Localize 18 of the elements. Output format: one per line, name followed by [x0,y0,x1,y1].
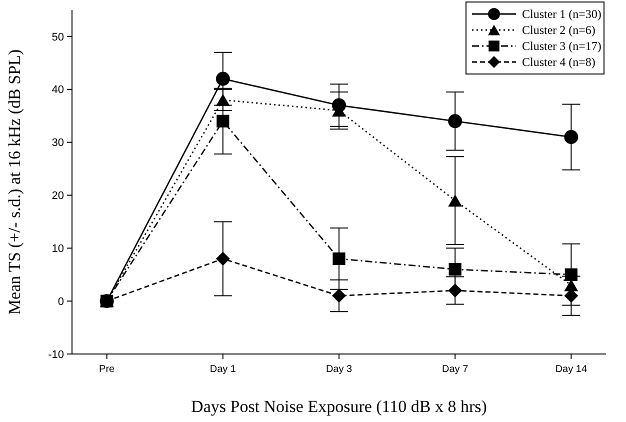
y-tick-label: 0 [58,296,64,308]
legend-label: Cluster 1 (n=30) [522,7,602,22]
x-axis-title: Days Post Noise Exposure (110 dB x 8 hrs) [191,397,487,416]
x-tick-label: Day 3 [326,364,352,375]
legend-label: Cluster 3 (n=17) [522,39,602,54]
x-tick-label: Day 7 [442,364,469,375]
y-tick-label: 40 [52,84,64,96]
y-tick-label: 50 [52,31,64,44]
x-tick-label: Day 1 [210,364,236,375]
legend-label: Cluster 4 (n=8) [522,55,596,70]
y-tick-label: 10 [52,243,64,256]
y-axis-title: Mean TS (+/- s.d.) at 16 kHz (dB SPL) [5,49,24,315]
y-tick-label: -10 [48,348,64,361]
legend-label: Cluster 2 (n=6) [522,23,596,38]
y-tick-label: 30 [52,137,64,150]
y-tick-label: 20 [52,190,64,202]
x-tick-label: Pre [99,364,116,375]
x-tick-label: Day 14 [555,364,588,375]
